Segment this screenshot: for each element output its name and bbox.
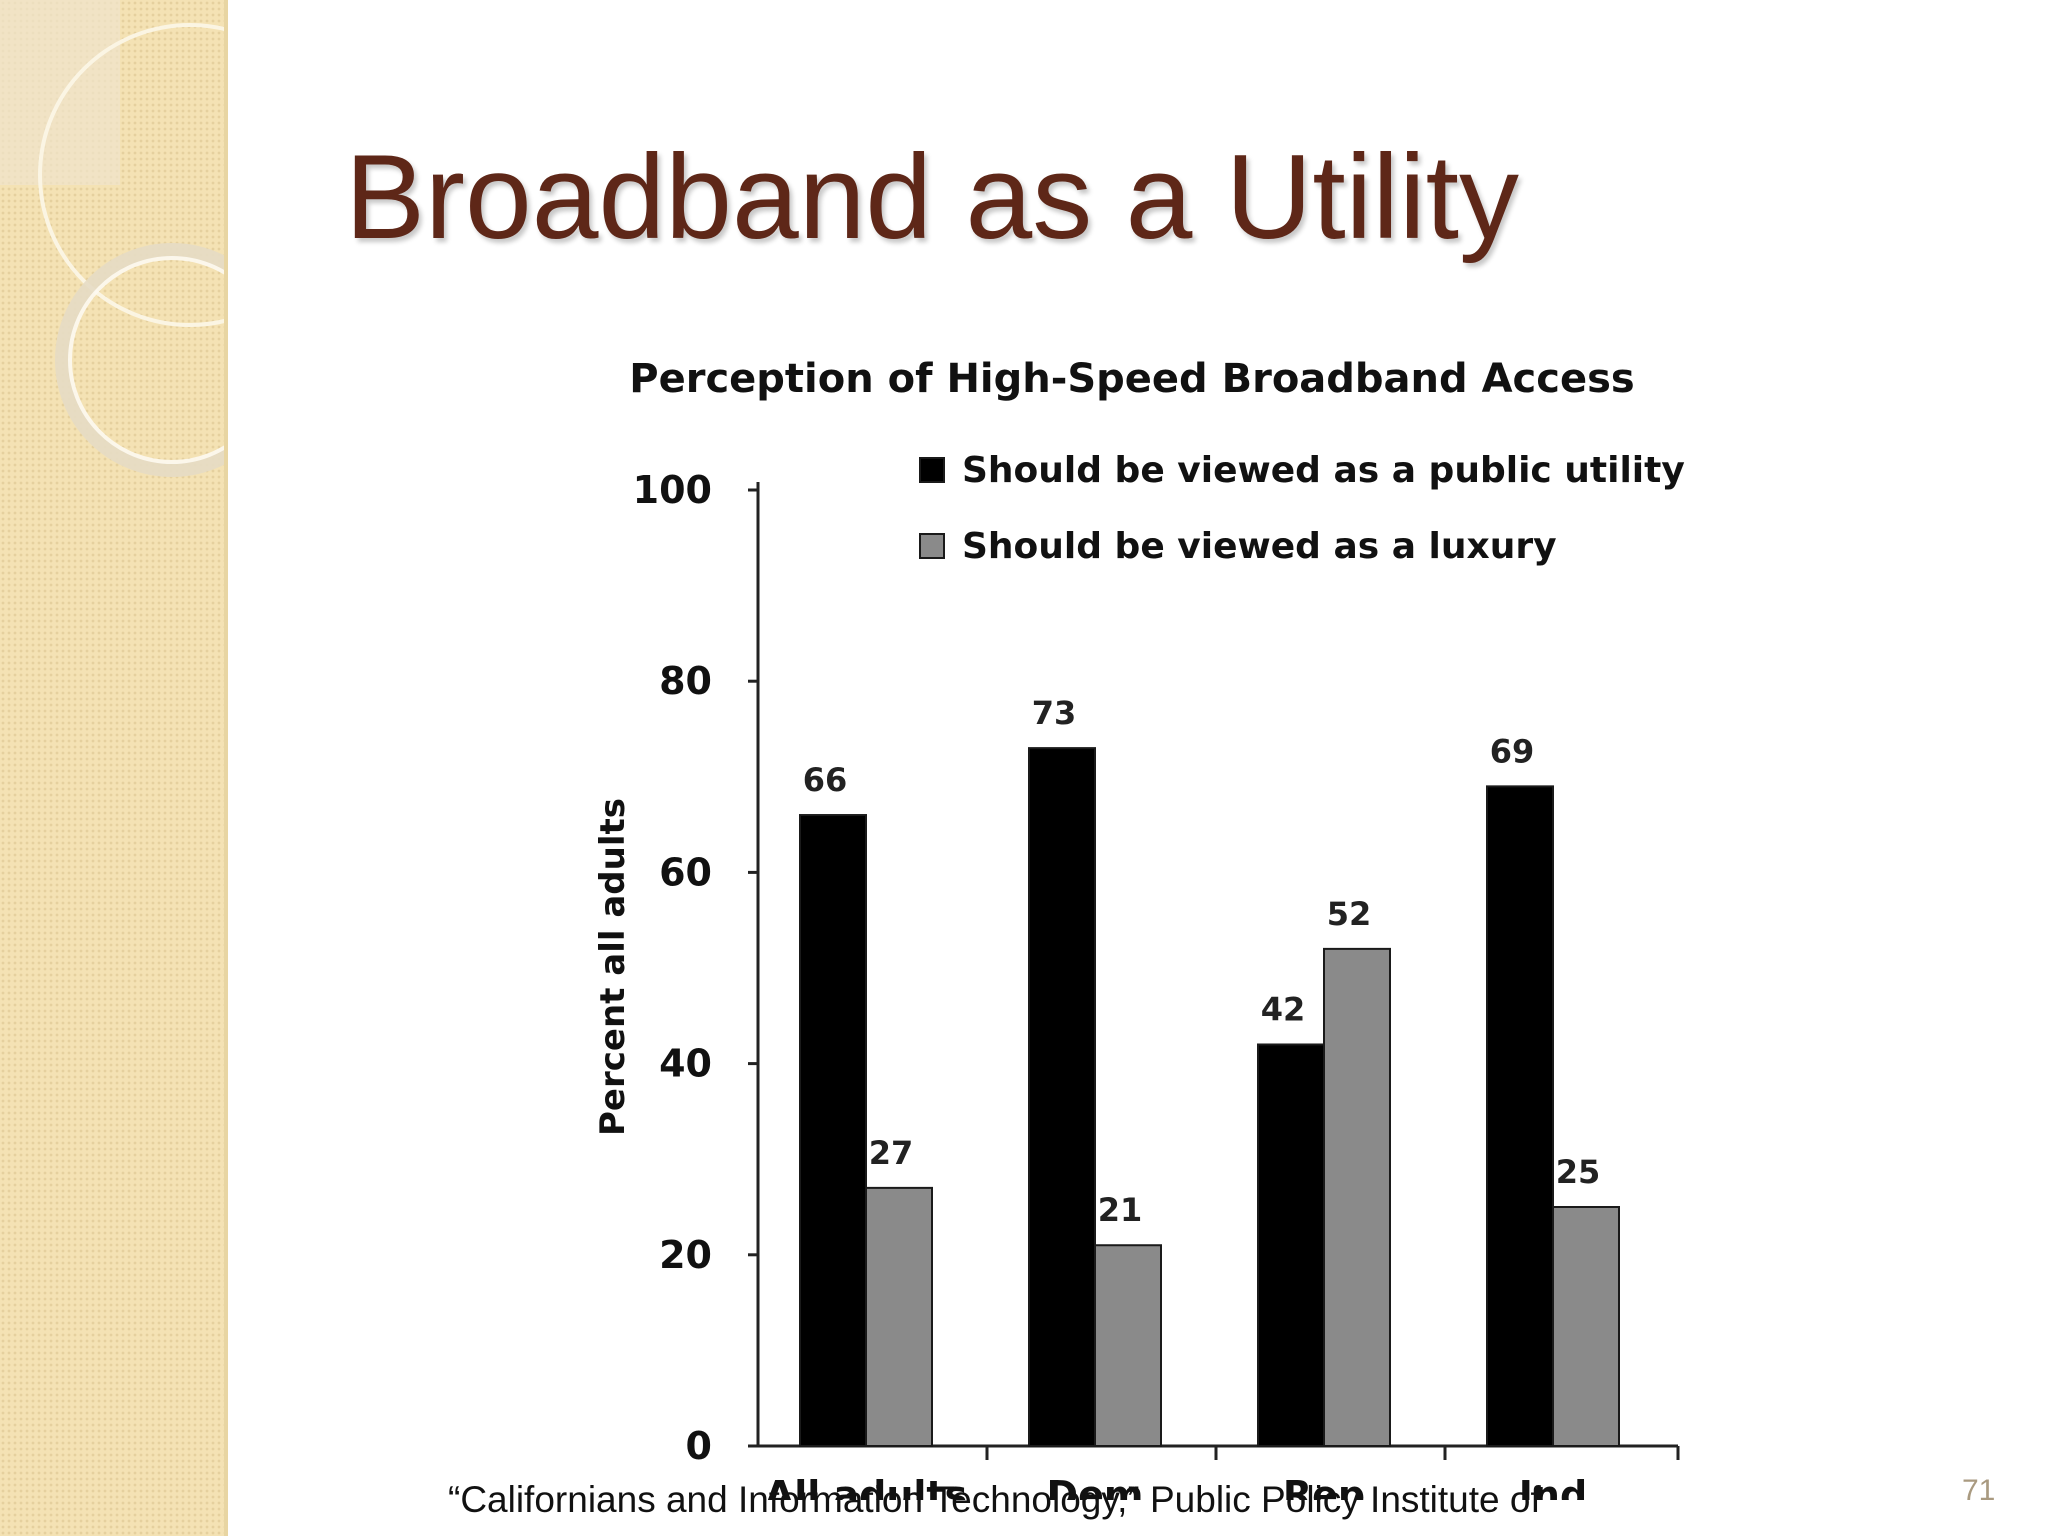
y-tick-label: 0 bbox=[686, 1424, 712, 1468]
decorative-ring-inner bbox=[68, 256, 228, 464]
legend-swatch-luxury bbox=[919, 533, 945, 559]
luxury-data-label: 52 bbox=[1327, 895, 1372, 933]
utility-data-label: 73 bbox=[1032, 694, 1077, 732]
chart-content: Perception of High-Speed Broadband Acces… bbox=[593, 356, 1685, 1500]
luxury-bar bbox=[1094, 1244, 1162, 1447]
y-tick-label: 60 bbox=[659, 850, 712, 894]
sidebar-edge bbox=[224, 0, 228, 1536]
decorative-circles bbox=[0, 0, 228, 477]
decorative-ring-large bbox=[38, 23, 228, 327]
legend-swatch-utility bbox=[919, 457, 945, 483]
decorative-ring-thick bbox=[55, 243, 228, 477]
y-tick-label: 80 bbox=[659, 659, 712, 703]
legend-label-luxury: Should be viewed as a luxury bbox=[962, 526, 1557, 567]
utility-data-label: 69 bbox=[1490, 732, 1535, 770]
y-tick-label: 100 bbox=[633, 468, 712, 512]
luxury-bar bbox=[865, 1186, 933, 1447]
chart-title: Perception of High-Speed Broadband Acces… bbox=[629, 356, 1634, 402]
luxury-data-label: 21 bbox=[1098, 1191, 1143, 1229]
x-category-label: Dem bbox=[1047, 1473, 1144, 1500]
x-category-label: Rep bbox=[1283, 1473, 1365, 1500]
decorative-panel bbox=[0, 0, 120, 185]
y-tick-label: 40 bbox=[659, 1042, 712, 1086]
utility-bar bbox=[1028, 747, 1096, 1447]
x-category-label: All adults bbox=[765, 1473, 967, 1500]
slide-title: Broadband as a Utility bbox=[345, 130, 1519, 264]
y-axis-label: Percent all adults bbox=[593, 798, 633, 1136]
luxury-bar bbox=[1552, 1206, 1620, 1447]
legend-label-utility: Should be viewed as a public utility bbox=[962, 450, 1685, 491]
y-tick-label: 20 bbox=[659, 1233, 712, 1277]
luxury-bar bbox=[1323, 947, 1391, 1447]
utility-data-label: 66 bbox=[803, 761, 848, 799]
luxury-data-label: 25 bbox=[1556, 1153, 1601, 1191]
slide-number: 71 bbox=[1962, 1474, 1996, 1507]
bar-chart: Perception of High-Speed Broadband Acces… bbox=[593, 356, 1685, 1500]
utility-bar bbox=[1486, 785, 1554, 1447]
x-category-label: Ind bbox=[1519, 1473, 1587, 1500]
utility-bar bbox=[1257, 1043, 1325, 1447]
citation-text: “Californians and Information Technology… bbox=[448, 1479, 1541, 1520]
utility-data-label: 42 bbox=[1261, 990, 1306, 1028]
utility-bar bbox=[799, 814, 867, 1448]
decorative-sidebar bbox=[0, 0, 228, 1536]
luxury-data-label: 27 bbox=[869, 1134, 914, 1172]
